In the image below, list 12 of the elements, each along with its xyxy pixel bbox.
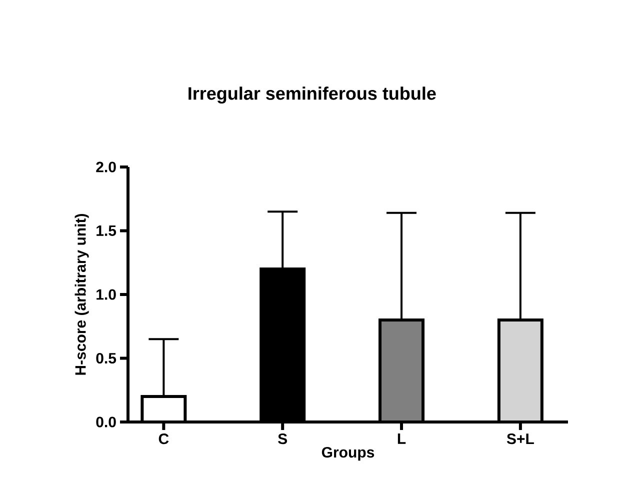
chart-title: Irregular seminiferous tubule [188,86,436,104]
x-tick-label: L [398,434,406,444]
x-axis-title: Groups [322,446,374,461]
y-tick-label: 0.5 [96,352,116,364]
x-tick-label: S [278,434,288,444]
y-axis-title: H-score (arbitrary unit) [74,214,89,375]
y-tick-label: 2.0 [96,162,116,172]
x-tick-label: S+L [506,434,534,444]
y-tick-label: 0.0 [96,416,116,428]
y-tick-label: 1.0 [96,289,116,300]
x-tick-label: C [158,434,169,444]
y-tick-label: 1.5 [96,226,116,236]
